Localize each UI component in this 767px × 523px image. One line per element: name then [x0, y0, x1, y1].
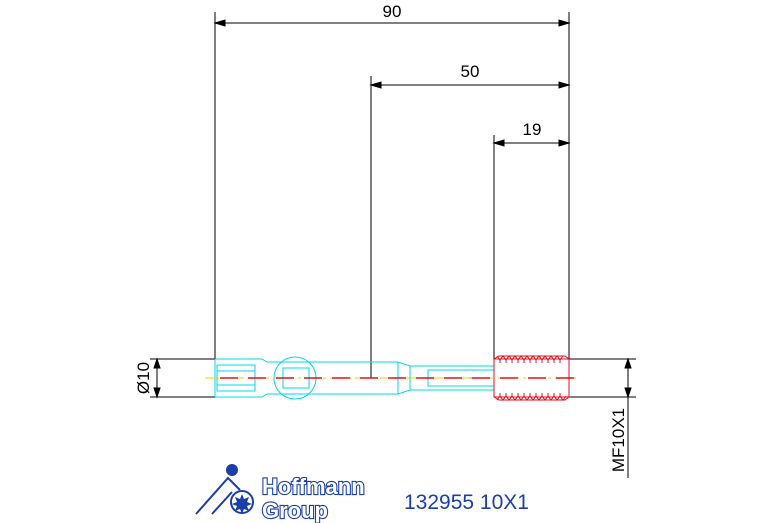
logo-figure-icon [195, 464, 254, 515]
dimension-diameter [150, 357, 215, 399]
dimension-overall-length [213, 12, 571, 360]
dim-label-shank: 50 [461, 62, 480, 81]
dim-label-overall: 90 [383, 2, 402, 21]
dim-label-thread-size: MF10X1 [609, 408, 628, 472]
dim-label-diameter: Ø10 [134, 362, 153, 394]
hoffmann-group-logo: Hoffmann Group [195, 464, 366, 523]
thread-section [493, 355, 570, 401]
dim-label-thread: 19 [523, 120, 542, 139]
dimension-thread-size [569, 357, 636, 478]
part-number-label: 132955 10X1 [404, 491, 529, 514]
dimension-shank-length [369, 76, 571, 378]
dimension-thread-length [492, 135, 571, 360]
logo-text-group: Group [262, 498, 328, 523]
logo-text-hoffmann: Hoffmann [262, 474, 365, 499]
